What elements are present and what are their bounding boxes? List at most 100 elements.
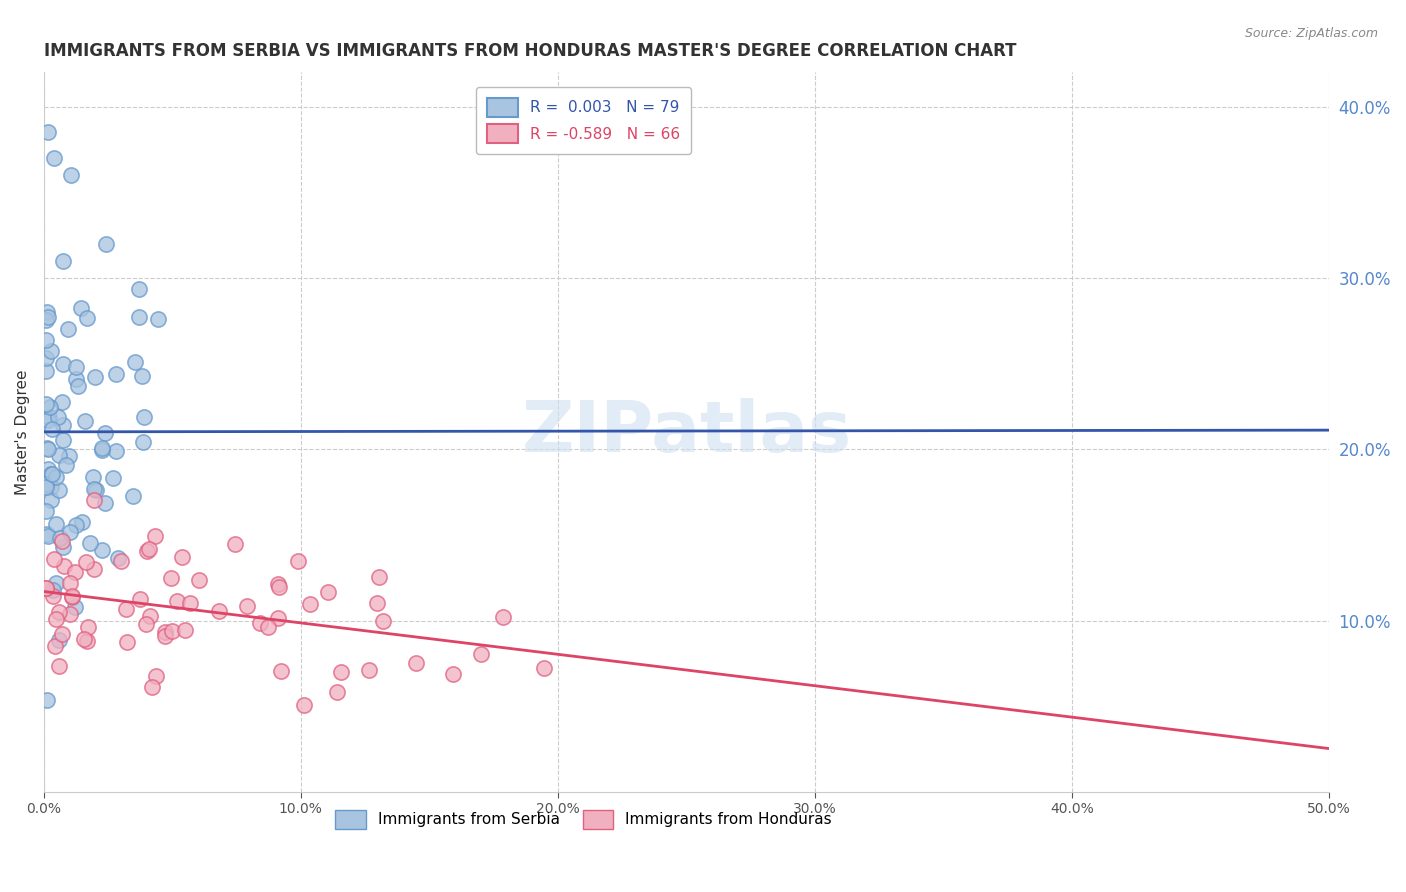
Point: [148, 312, 170, 326]
Text: IMMIGRANTS FROM SERBIA VS IMMIGRANTS FROM HONDURAS MASTER'S DEGREE CORRELATION C: IMMIGRANTS FROM SERBIA VS IMMIGRANTS FRO…: [44, 42, 1017, 60]
Point: [135, 617, 157, 632]
Point: [42, 583, 65, 598]
Point: [160, 571, 183, 585]
Point: [45, 516, 67, 531]
Point: [35, 333, 58, 347]
Point: [270, 664, 292, 678]
Point: [48, 605, 70, 619]
Point: [172, 549, 194, 564]
Point: [160, 624, 183, 639]
Point: [141, 681, 163, 695]
Point: [35, 504, 58, 518]
Point: [59, 525, 82, 540]
Legend: Immigrants from Serbia, Immigrants from Honduras: Immigrants from Serbia, Immigrants from …: [329, 804, 838, 835]
Point: [73, 632, 96, 647]
Point: [56, 322, 79, 336]
Point: [51, 627, 73, 641]
Point: [77, 620, 100, 634]
Point: [48, 632, 70, 647]
Point: [359, 663, 381, 677]
Point: [128, 592, 150, 607]
Point: [59, 576, 82, 591]
Point: [44, 639, 66, 653]
Point: [366, 596, 388, 610]
Point: [103, 471, 125, 485]
Point: [207, 604, 229, 618]
Point: [39, 344, 62, 359]
Point: [122, 489, 145, 503]
Point: [83, 370, 105, 384]
Point: [94, 425, 117, 440]
Point: [69, 301, 91, 316]
Point: [132, 435, 155, 450]
Point: [267, 576, 290, 591]
Point: [298, 597, 321, 611]
Point: [35, 692, 58, 706]
Point: [249, 615, 271, 630]
Point: [266, 611, 288, 625]
Point: [55, 458, 77, 472]
Point: [371, 614, 394, 628]
Point: [93, 496, 115, 510]
Point: [37, 527, 59, 541]
Point: [287, 554, 309, 568]
Point: [35, 480, 58, 494]
Point: [72, 516, 94, 530]
Point: [39, 400, 62, 414]
Point: [52, 357, 75, 371]
Point: [153, 629, 176, 643]
Point: [35, 477, 58, 491]
Point: [37, 529, 59, 543]
Point: [48, 448, 70, 462]
Point: [90, 442, 112, 456]
Point: [292, 698, 315, 712]
Point: [42, 552, 65, 566]
Point: [37, 413, 59, 427]
Point: [51, 395, 73, 409]
Point: [48, 483, 70, 497]
Point: [49, 531, 72, 545]
Point: [65, 372, 87, 386]
Point: [224, 537, 246, 551]
Point: [60, 589, 83, 603]
Point: [83, 562, 105, 576]
Point: [533, 660, 555, 674]
Point: [236, 599, 259, 613]
Point: [124, 355, 146, 369]
Point: [179, 596, 201, 610]
Point: [330, 665, 353, 679]
Point: [35, 397, 58, 411]
Point: [35, 581, 58, 595]
Point: [58, 450, 80, 464]
Point: [52, 418, 75, 433]
Point: [145, 668, 167, 682]
Point: [83, 493, 105, 508]
Point: [52, 433, 75, 447]
Point: [35, 351, 58, 365]
Point: [115, 635, 138, 649]
Point: [75, 414, 97, 428]
Y-axis label: Master's Degree: Master's Degree: [15, 369, 30, 495]
Point: [59, 607, 82, 622]
Point: [188, 574, 211, 588]
Point: [94, 236, 117, 251]
Point: [39, 492, 62, 507]
Point: [38, 410, 60, 425]
Point: [66, 379, 89, 393]
Point: [35, 441, 58, 455]
Point: [45, 470, 67, 484]
Point: [138, 541, 160, 556]
Point: [60, 590, 83, 604]
Point: [104, 444, 127, 458]
Point: [63, 566, 86, 580]
Point: [405, 656, 427, 670]
Point: [35, 581, 58, 595]
Point: [51, 533, 73, 548]
Point: [83, 482, 105, 496]
Point: [41, 467, 63, 481]
Point: [59, 168, 82, 182]
Point: [441, 667, 464, 681]
Point: [37, 442, 59, 456]
Point: [139, 608, 162, 623]
Point: [128, 310, 150, 324]
